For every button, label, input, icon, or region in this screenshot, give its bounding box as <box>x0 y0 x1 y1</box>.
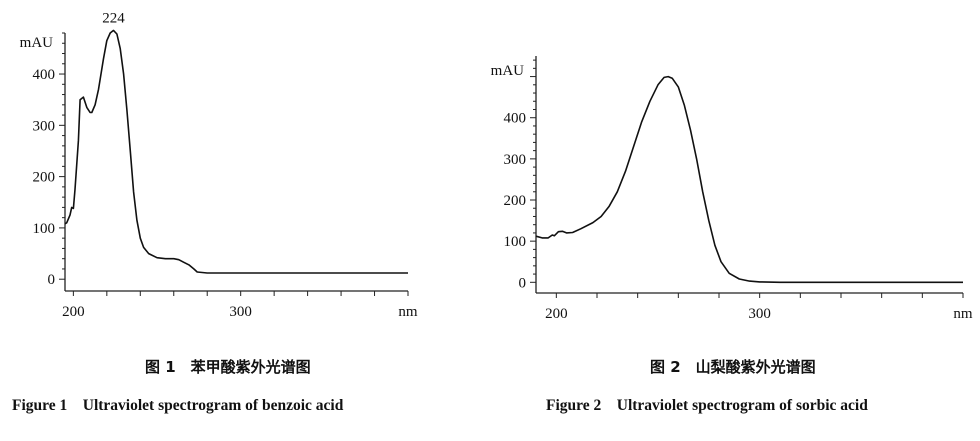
figure-1-caption-en: Figure 1 Ultraviolet spectrogram of benz… <box>12 397 344 414</box>
chart2-y-tick-label: 400 <box>504 111 527 127</box>
figure-2-caption-cn: 图 2 山梨酸紫外光谱图 <box>650 358 816 376</box>
chart1-y-axis-label: mAU <box>20 35 54 51</box>
chart1-x-tick-label: 300 <box>229 304 252 320</box>
chart2-x-tick-label: 300 <box>748 306 771 322</box>
chart2-peak-label: 254 <box>655 0 678 4</box>
chart2-y-tick-label: 300 <box>504 152 527 168</box>
chart2-x-tick-label: 200 <box>545 306 568 322</box>
chart1-x-axis-label: nm <box>398 304 418 320</box>
chart2-y-tick-label: 100 <box>504 234 527 250</box>
chart2-x-axis-label: nm <box>953 306 973 322</box>
chart2-y-tick-label: 0 <box>519 275 527 291</box>
chart1-y-tick-label: 0 <box>48 272 56 288</box>
chart1-peak-label: 224 <box>102 10 125 26</box>
chart1-y-tick-label: 300 <box>33 118 56 134</box>
figure-1-caption-cn: 图 1 苯甲酸紫外光谱图 <box>145 358 311 376</box>
chart1-y-tick-label: 400 <box>33 67 56 83</box>
figure-2-caption-en: Figure 2 Ultraviolet spectrogram of sorb… <box>546 397 868 414</box>
chart2-spectrum-line <box>535 75 963 284</box>
chart2-y-axis-label: mAU <box>491 63 525 79</box>
chart1-x-tick-label: 200 <box>62 304 85 320</box>
chart1-y-tick-label: 200 <box>33 170 56 186</box>
chart1-spectrum-line <box>64 29 408 274</box>
chart1-y-tick-label: 100 <box>33 221 56 237</box>
chart2-y-tick-label: 200 <box>504 193 527 209</box>
